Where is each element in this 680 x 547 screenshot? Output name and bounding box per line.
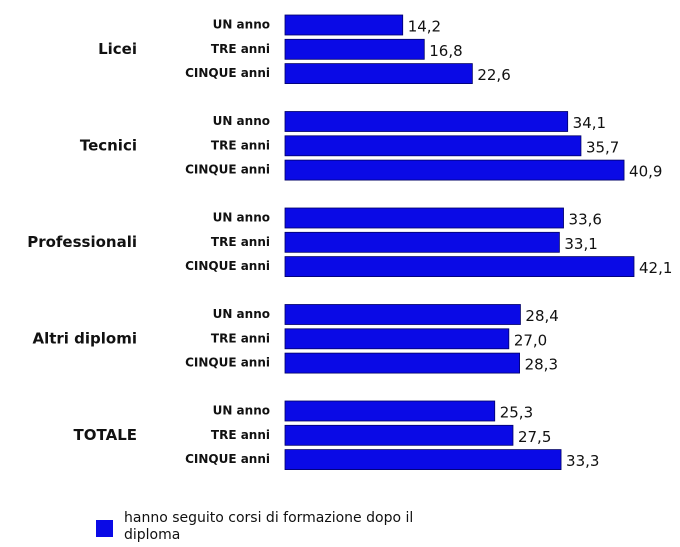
- bar: [284, 256, 635, 278]
- value-label: 40,9: [629, 163, 662, 181]
- category-label: UN anno: [213, 18, 270, 32]
- category-label: UN anno: [213, 307, 270, 321]
- category-label: CINQUE anni: [185, 66, 270, 80]
- category-label: CINQUE anni: [185, 452, 270, 466]
- value-label: 42,1: [639, 259, 672, 277]
- bar: [284, 14, 404, 36]
- bar: [284, 207, 564, 229]
- group-label: TOTALE: [74, 426, 137, 444]
- value-label: 28,4: [525, 307, 558, 325]
- category-label: TRE anni: [211, 235, 270, 249]
- category-label: CINQUE anni: [185, 356, 270, 370]
- category-label: TRE anni: [211, 331, 270, 345]
- plot: Licei Tecnici Professionali Altri diplomi TO…: [27, 14, 672, 471]
- category-label: TRE anni: [211, 42, 270, 56]
- bar: [284, 449, 562, 471]
- bar: [284, 328, 510, 350]
- bar: [284, 38, 425, 60]
- category-label: CINQUE anni: [185, 163, 270, 177]
- bar: [284, 352, 521, 374]
- value-label: 33,3: [566, 452, 599, 470]
- group-label: Professionali: [27, 233, 137, 251]
- value-label: 16,8: [429, 42, 462, 60]
- group-label: Altri diplomi: [32, 329, 137, 347]
- value-label: 27,5: [518, 428, 551, 446]
- value-label: 35,7: [586, 138, 619, 156]
- bar: [284, 304, 521, 325]
- category-label: UN anno: [213, 114, 270, 128]
- value-label: 25,3: [500, 404, 533, 422]
- group-label: Licei: [98, 40, 137, 58]
- value-label: 27,0: [514, 331, 547, 349]
- value-label: 14,2: [408, 18, 441, 36]
- value-label: 33,1: [564, 235, 597, 253]
- bar: [284, 400, 496, 422]
- bar: [284, 63, 473, 84]
- legend-label: hanno seguito corsi di formazione dopo i…: [124, 510, 414, 543]
- value-label: 33,6: [569, 211, 602, 229]
- legend: hanno seguito corsi di formazione dopo i…: [96, 510, 414, 544]
- bar: [284, 424, 514, 446]
- category-label: TRE anni: [211, 428, 270, 442]
- category-label: UN anno: [213, 404, 270, 418]
- bar: [284, 159, 625, 181]
- value-label: 34,1: [573, 114, 606, 132]
- bar: [284, 111, 569, 132]
- category-label: CINQUE anni: [185, 259, 270, 273]
- value-label: 28,3: [525, 356, 558, 374]
- category-label: UN anno: [213, 211, 270, 225]
- value-label: 22,6: [477, 66, 510, 84]
- group-label: Tecnici: [80, 136, 137, 154]
- category-label: TRE anni: [211, 138, 270, 152]
- legend-swatch: [96, 520, 113, 537]
- bar: [284, 135, 582, 157]
- bar: [284, 231, 560, 253]
